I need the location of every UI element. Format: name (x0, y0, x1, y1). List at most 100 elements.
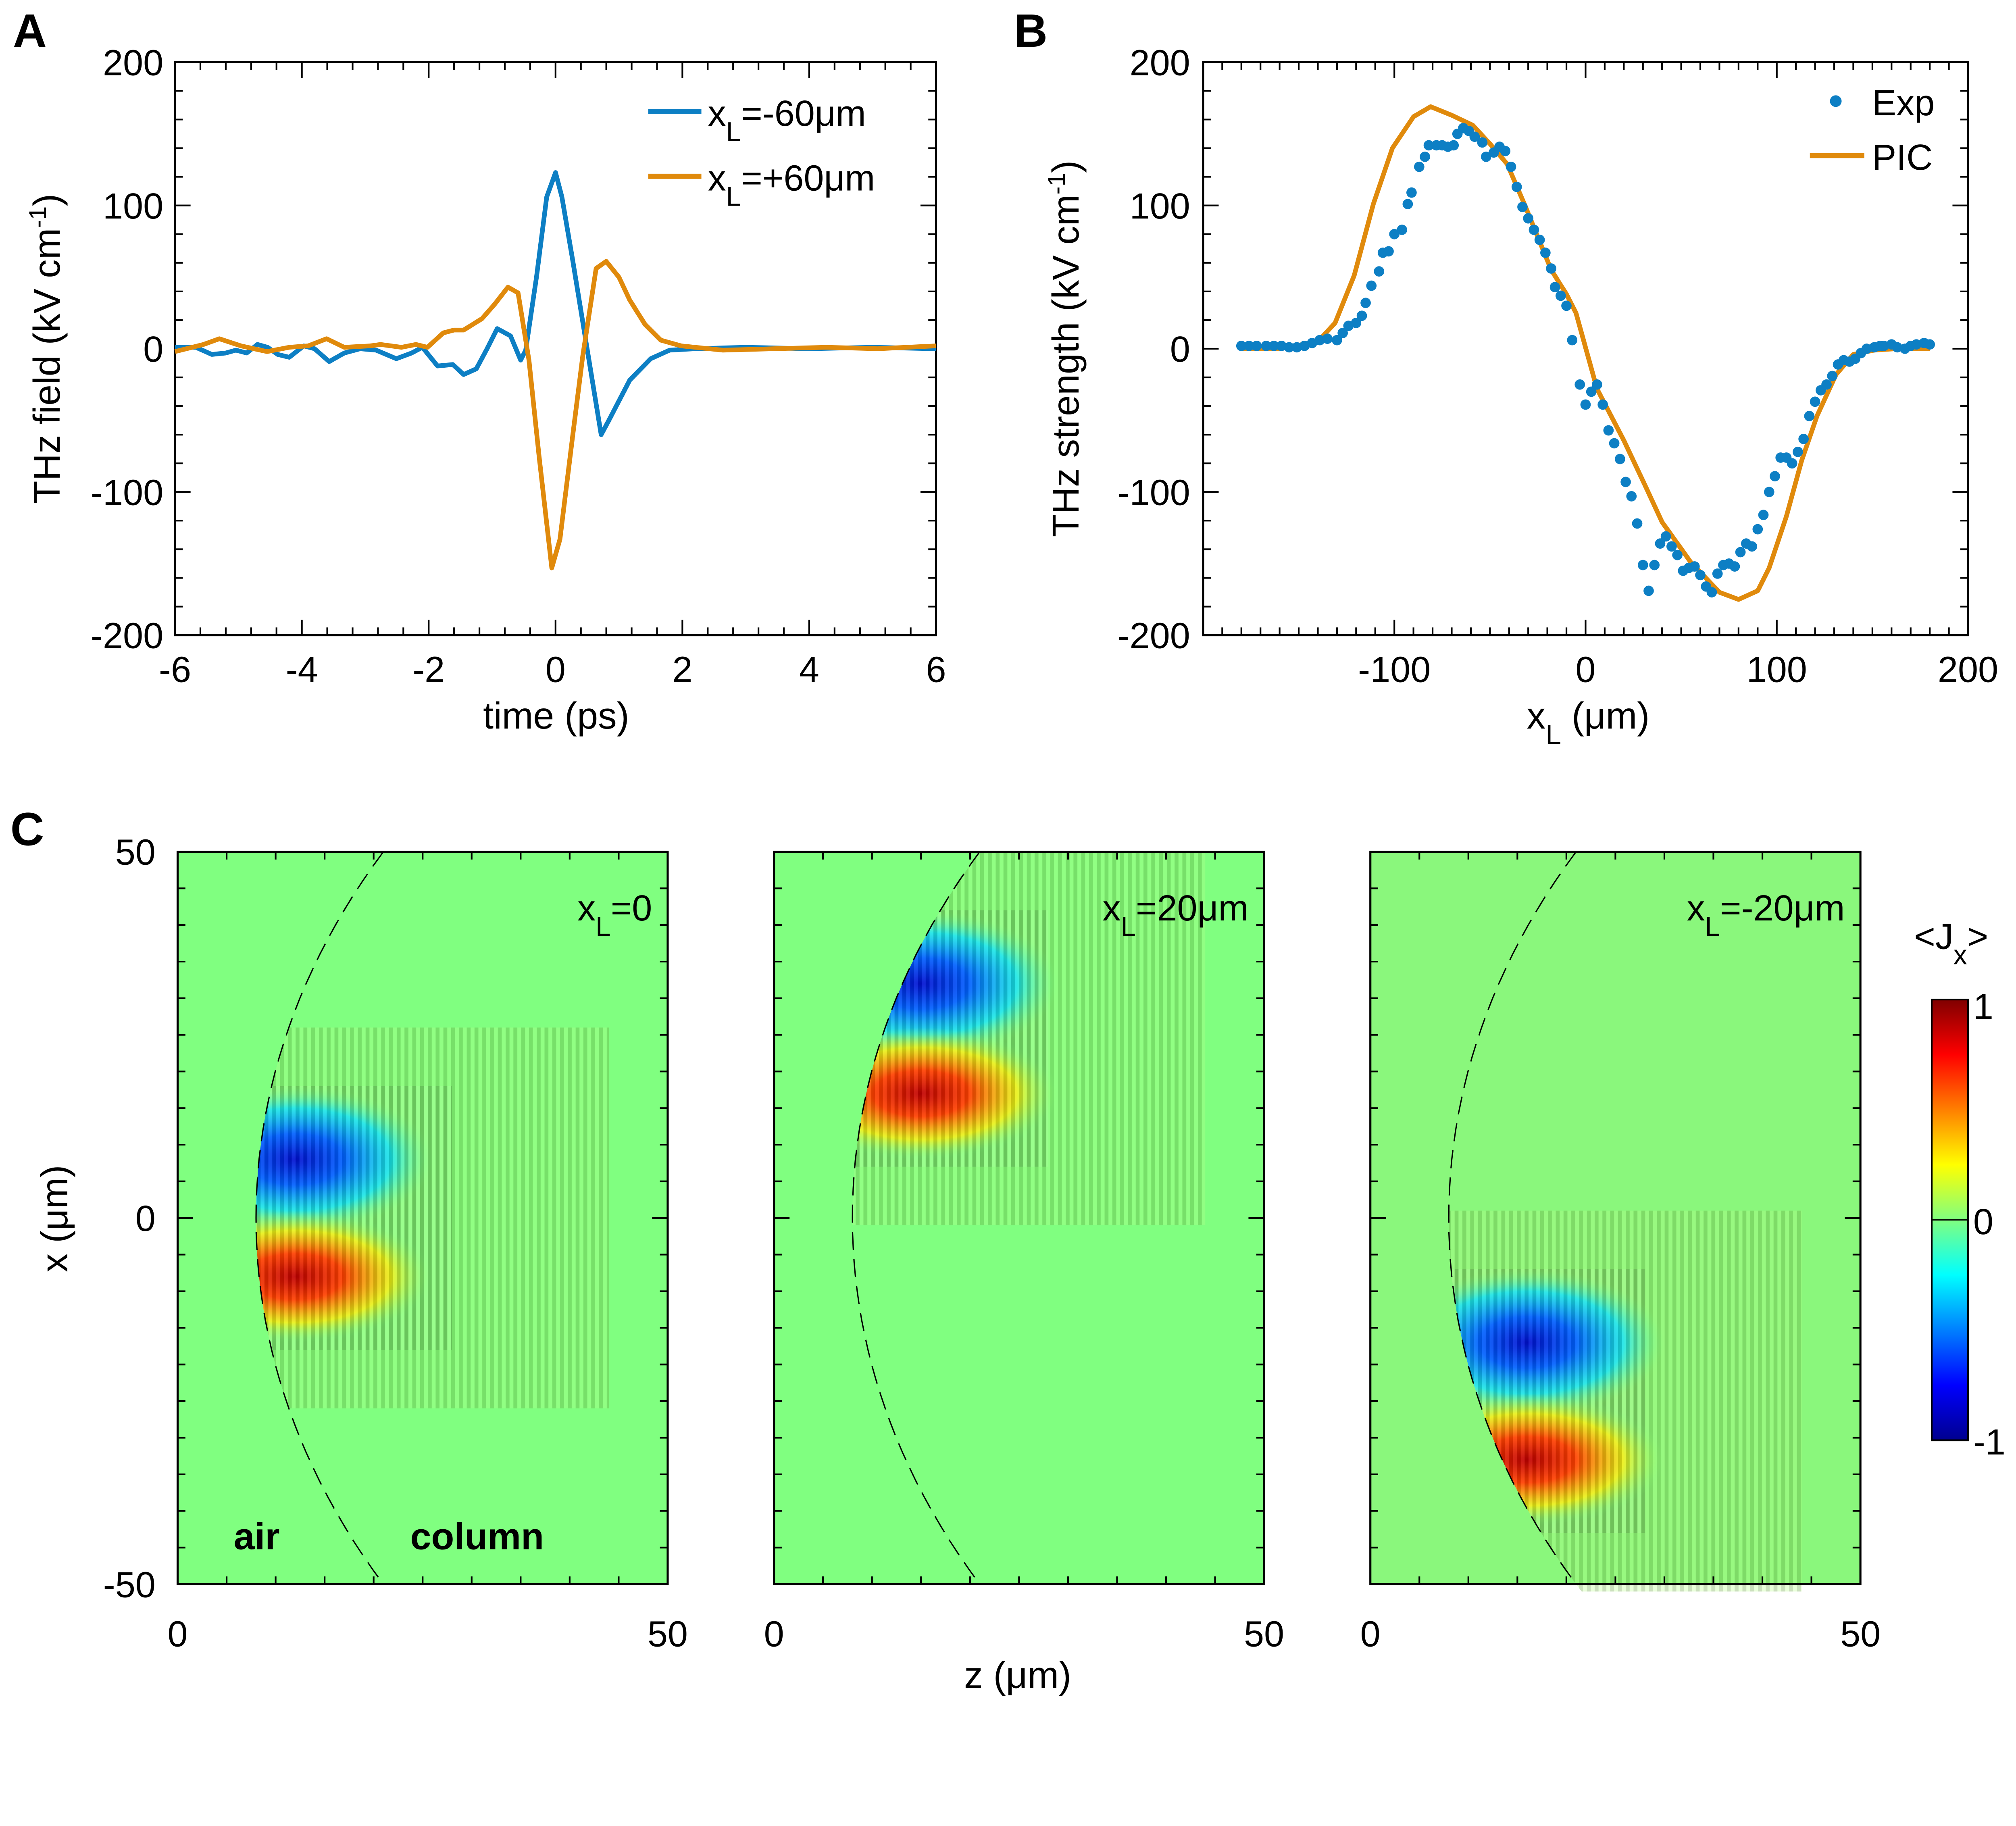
chart-b-exp-point (1609, 438, 1620, 449)
heatmap-panel-label-0-rest: =0 (611, 888, 652, 929)
chart-b-exp-point (1643, 585, 1654, 596)
chart-a-y-tick-label: -200 (91, 616, 163, 656)
chart-b-y-axis-label-main: THz strength (kV cm (1045, 195, 1087, 537)
chart-a-y-tick-label: 0 (143, 329, 163, 370)
chart-b-exp-point (1614, 454, 1625, 464)
chart-b-x-tick-label: -100 (1358, 649, 1431, 690)
chart-b-exp-point (1597, 399, 1608, 410)
chart-b-exp-point (1626, 491, 1637, 502)
chart-b-exp-point (1389, 229, 1400, 239)
chart-b-exp-point (1276, 340, 1287, 351)
colorbar-tick-label: 1 (1973, 986, 1993, 1027)
heatmap-x-tick-label: 50 (115, 832, 156, 873)
chart-b-exp-point (1477, 137, 1488, 148)
chart-b-exp-point (1332, 335, 1342, 346)
chart-b-exp-point (1322, 333, 1333, 344)
colorbar-tick-label: 0 (1973, 1201, 1993, 1242)
chart-b-y-axis-label: THz strength (kV cm-1) (1043, 160, 1087, 537)
heatmap-panel-label-1-sub: L (1120, 911, 1136, 941)
chart-a-y-axis-label-main: THz field (kV cm (26, 228, 68, 504)
chart-b-x-tick-label: 0 (1575, 649, 1595, 690)
chart-b-exp-point (1879, 340, 1889, 351)
chart-a-y-axis-label-end: ) (26, 194, 68, 206)
chart-b-x-axis-label-sub: L (1545, 719, 1561, 750)
chart-a-legend-label-0-sub: L (726, 117, 741, 147)
chart-b-exp-point (1529, 225, 1539, 235)
heatmap-lobe-stripes (256, 1086, 452, 1350)
chart-b-exp-point (1261, 340, 1272, 351)
chart-b-exp-point (1546, 263, 1556, 274)
heatmap-panel-label-1: xL=20μm (1102, 888, 1248, 942)
chart-b-exp-point (1798, 433, 1809, 444)
heatmap-x-tick-label: 0 (135, 1198, 156, 1239)
chart-b-exp-point (1752, 524, 1763, 535)
chart-b-exp-point (1592, 379, 1602, 390)
chart-b-exp-point (1506, 161, 1516, 172)
heatmap-x-axis-label: z (μm) (964, 1654, 1071, 1696)
chart-a: -6 -4 -2 0 2 4 6 -200 -100 0 100 200 time (ps) THz fi… (24, 42, 946, 737)
chart-b-exp-point (1580, 399, 1591, 410)
heatmap-panel-label-2-sub: L (1705, 911, 1720, 941)
chart-b-y-axis-label-sup: -1 (1043, 173, 1070, 195)
heatmap-z-tick-label: 0 (764, 1614, 784, 1655)
chart-b-exp-point (1251, 340, 1262, 351)
chart-b-exp-point (1660, 531, 1671, 542)
chart-a-x-tick-label: 0 (546, 649, 566, 690)
chart-b-exp-point (1689, 561, 1700, 572)
chart-b-legend-swatch-exp (1830, 95, 1842, 107)
chart-b-exp-point (1770, 471, 1780, 482)
heatmap-z-tick-label: 50 (648, 1614, 688, 1655)
chart-a-y-tick-label: 200 (103, 42, 163, 83)
chart-b-x-tick-label: 200 (1938, 649, 1998, 690)
chart-b-exp-point (1523, 213, 1534, 224)
chart-b-exp-point (1729, 561, 1740, 572)
chart-a-series-line-0 (175, 170, 936, 437)
chart-b-exp-point (1268, 340, 1279, 351)
colorbar-title-main: <J (1914, 916, 1954, 957)
chart-b-exp-point (1892, 342, 1903, 353)
chart-b-pic-line (1241, 104, 1930, 602)
heatmap-panel-label-1-main: x (1102, 888, 1120, 929)
chart-b-exp-point (1423, 140, 1434, 151)
chart-b-exp-point (1420, 151, 1430, 162)
chart-b-exp-point (1284, 342, 1295, 353)
chart-a-legend-label-0-rest: =-60μm (741, 93, 866, 134)
chart-b-x-axis-label-rest: (μm) (1561, 695, 1649, 737)
chart-b-y-axis-label-end: ) (1045, 160, 1087, 173)
chart-a-legend-label-1-sub: L (726, 181, 741, 212)
chart-b-exp-point (1911, 339, 1922, 350)
chart-b-exp-point (1561, 300, 1572, 311)
chart-b-exp-point (1337, 328, 1348, 338)
heatmap-panel-label-2: xL=-20μm (1687, 888, 1845, 942)
heatmap-panel-label-2-main: x (1687, 888, 1705, 929)
chart-a-x-tick-label: -2 (412, 649, 445, 690)
chart-b-exp-point (1448, 140, 1459, 151)
chart-b-exp-point (1500, 146, 1511, 156)
panel-letter-c: C (10, 803, 44, 855)
heatmap-z-tick-label: 0 (167, 1614, 187, 1655)
chart-a-x-tick-label: -4 (286, 649, 318, 690)
panel-letter-a: A (13, 4, 47, 57)
heatmap-panel-2: 0 50 xL=-20μm (1360, 850, 1881, 1655)
panel-letter-b: B (1014, 4, 1048, 57)
heatmap-boundary-arc (852, 851, 981, 1585)
chart-b-exp-point (1672, 550, 1683, 560)
chart-b-exp-point (1804, 411, 1815, 421)
heatmap-boundary-arc (255, 851, 384, 1585)
colorbar-title-sub: x (1954, 940, 1967, 970)
chart-b-exp-point (1517, 202, 1528, 212)
chart-b-exp-point (1861, 344, 1872, 354)
chart-b-exp-point (1924, 339, 1935, 350)
chart-b-exp-point (1243, 340, 1254, 351)
chart-b-legend-label-pic: PIC (1872, 137, 1933, 178)
chart-b-exp-point (1637, 560, 1648, 570)
chart-b-exp-point (1236, 340, 1247, 351)
heatmap-panel-label-1-rest: =20μm (1136, 888, 1249, 929)
chart-b-exp-point (1666, 541, 1677, 552)
chart-b-exp-point (1649, 560, 1660, 570)
heatmap-panel-label-2-rest: =-20μm (1720, 888, 1845, 929)
heatmap-z-tick-label: 0 (1360, 1614, 1381, 1655)
chart-b-exp-point (1758, 510, 1769, 520)
heatmap-y-axis-label: x (μm) (33, 1165, 75, 1272)
